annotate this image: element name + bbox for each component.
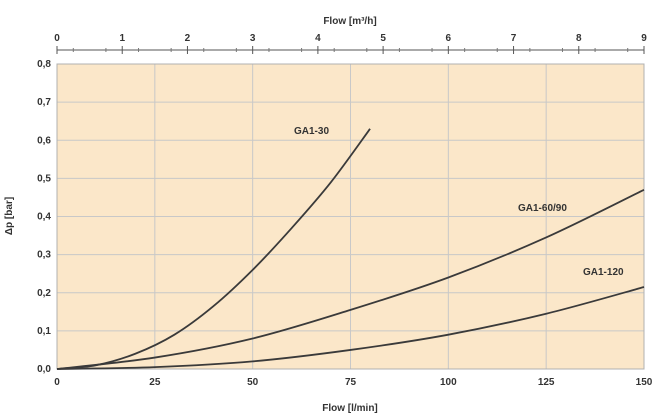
top-tick-label: 0 [54, 33, 60, 44]
y-tick-label: 0,1 [37, 326, 51, 337]
x-tick-label: 0 [54, 377, 60, 388]
curve-ga1-60-90 [56, 189, 645, 370]
top-tick-label: 2 [185, 33, 191, 44]
x-tick-label: 25 [149, 377, 161, 388]
bottom-axis-title: Flow [l/min] [322, 403, 378, 414]
curve-label-ga1-120: GA1-120 [583, 267, 624, 278]
y-tick-label: 0,6 [37, 135, 51, 146]
y-tick-label: 0,0 [37, 364, 51, 375]
top-tick-label: 9 [641, 33, 647, 44]
x-tick-label: 150 [636, 377, 653, 388]
top-tick-label: 8 [576, 33, 582, 44]
top-tick-label: 1 [119, 33, 125, 44]
x-tick-label: 75 [345, 377, 357, 388]
y-tick-label: 0,4 [37, 212, 51, 223]
curve-label-ga1-60-90: GA1-60/90 [518, 203, 567, 214]
y-axis-title: Δp [bar] [4, 197, 15, 235]
x-tick-label: 125 [538, 377, 555, 388]
axes: 0,00,10,20,30,40,50,60,70,80 25 50 75 100 125… [37, 33, 653, 388]
y-tick-label: 0,3 [37, 250, 51, 261]
y-tick-label: 0,2 [37, 288, 51, 299]
top-tick-label: 4 [315, 33, 321, 44]
y-tick-label: 0,7 [37, 97, 51, 108]
top-axis-title: Flow [m³/h] [323, 16, 376, 27]
plot-frame [56, 63, 645, 370]
curve-ga1-120 [56, 286, 645, 370]
top-tick-label: 7 [511, 33, 517, 44]
top-tick-label: 6 [446, 33, 452, 44]
y-tick-label: 0,8 [37, 59, 51, 70]
x-tick-label: 100 [440, 377, 457, 388]
top-tick-label: 3 [250, 33, 256, 44]
x-tick-label: 50 [247, 377, 259, 388]
curve-label-ga1-30: GA1-30 [294, 126, 329, 137]
top-tick-label: 5 [380, 33, 386, 44]
curve-ga1-30 [56, 128, 371, 370]
y-tick-label: 0,5 [37, 173, 51, 184]
curves [56, 128, 645, 370]
